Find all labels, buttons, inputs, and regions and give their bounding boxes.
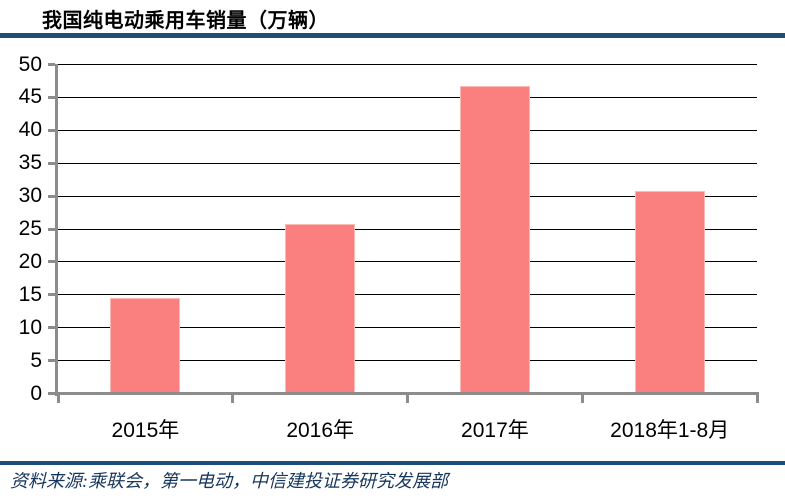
x-axis-tick bbox=[56, 395, 60, 403]
y-axis-label: 5 bbox=[30, 348, 42, 372]
y-axis-label: 40 bbox=[18, 118, 42, 142]
gridline bbox=[58, 64, 757, 65]
bar bbox=[459, 86, 530, 392]
gridline bbox=[58, 129, 757, 131]
y-axis-label: 35 bbox=[18, 151, 42, 175]
x-axis-line bbox=[55, 392, 759, 395]
x-axis-tick bbox=[580, 395, 584, 403]
y-axis-tick bbox=[48, 161, 55, 165]
y-axis-tick bbox=[48, 326, 55, 330]
gridline bbox=[58, 327, 757, 329]
x-axis-label: 2017年 bbox=[461, 418, 529, 442]
y-axis-label: 0 bbox=[30, 381, 42, 405]
y-axis-label: 20 bbox=[18, 249, 42, 273]
source-note: 资料来源:乘联会，第一电动，中信建投证券研究发展部 bbox=[10, 471, 448, 491]
y-axis-tick bbox=[48, 227, 55, 231]
gridline bbox=[58, 162, 757, 164]
chart-title: 我国纯电动乘用车销量（万辆） bbox=[42, 10, 329, 32]
y-axis-tick bbox=[48, 293, 55, 297]
y-axis-tick bbox=[48, 194, 55, 198]
x-axis-label: 2018年1-8月 bbox=[610, 418, 730, 442]
gridline bbox=[58, 96, 757, 98]
gridline bbox=[58, 360, 757, 362]
gridline bbox=[58, 195, 757, 197]
gridline bbox=[58, 294, 757, 296]
y-axis-tick bbox=[48, 95, 55, 99]
bottom-divider-rule bbox=[0, 461, 785, 465]
y-axis-label: 25 bbox=[18, 217, 42, 240]
bar bbox=[110, 298, 181, 392]
gridline bbox=[58, 261, 757, 263]
y-axis-tick bbox=[48, 260, 55, 264]
y-axis-tick bbox=[48, 359, 55, 363]
bar bbox=[634, 190, 705, 392]
y-axis-tick bbox=[48, 392, 55, 395]
x-axis-label: 2015年 bbox=[111, 418, 180, 442]
bar bbox=[285, 224, 356, 392]
y-axis-label: 50 bbox=[18, 52, 42, 76]
y-axis-label: 15 bbox=[18, 282, 42, 306]
gridline bbox=[58, 228, 757, 230]
x-axis-label: 2016年 bbox=[286, 418, 355, 442]
y-axis-label: 45 bbox=[18, 85, 42, 109]
y-axis-label: 10 bbox=[18, 315, 42, 339]
y-axis-label: 30 bbox=[18, 184, 42, 208]
bar-chart: 0 5 10 15 20 25 30 35 40 45 50 2015年 2016年 2017年 2018年… bbox=[0, 40, 785, 460]
y-axis-tick bbox=[48, 128, 55, 132]
y-axis-line bbox=[55, 64, 58, 396]
y-axis-tick bbox=[48, 63, 55, 66]
x-axis-tick bbox=[406, 395, 409, 403]
x-axis-tick bbox=[231, 395, 235, 403]
top-divider-rule bbox=[0, 33, 785, 38]
x-axis-tick bbox=[755, 395, 759, 403]
